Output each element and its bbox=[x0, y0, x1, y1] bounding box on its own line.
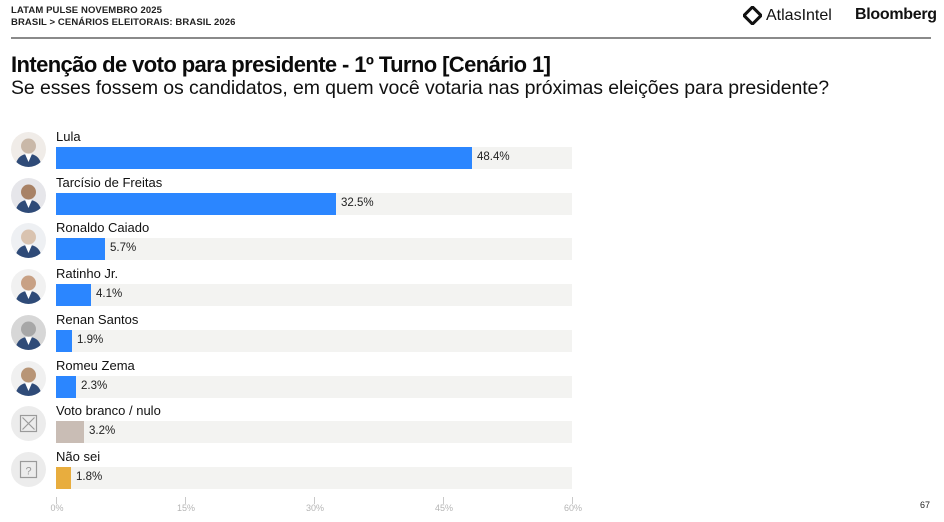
chart-row: Renan Santos 1.9% bbox=[0, 310, 600, 355]
chart-row: Tarcísio de Freitas 32.5% bbox=[0, 173, 600, 218]
bar-fill bbox=[56, 375, 76, 398]
svg-text:?: ? bbox=[25, 465, 31, 477]
chart-row: ? Não sei 1.8% bbox=[0, 447, 600, 492]
bar-track: 1.9% bbox=[56, 329, 572, 352]
candidate-avatar bbox=[11, 132, 46, 167]
axis-tick bbox=[56, 497, 57, 504]
atlasintel-logo: AtlasIntel bbox=[743, 6, 832, 25]
chart-row: Ratinho Jr. 4.1% bbox=[0, 264, 600, 309]
chart-row: Lula 48.4% bbox=[0, 127, 600, 172]
bar-value-label: 3.2% bbox=[89, 425, 116, 438]
atlasintel-diamond-icon bbox=[743, 6, 762, 25]
atlasintel-wordmark: AtlasIntel bbox=[766, 6, 832, 24]
bar-value-label: 48.4% bbox=[477, 151, 510, 163]
bar-fill bbox=[56, 238, 105, 261]
person-photo-icon bbox=[15, 275, 42, 305]
axis-tick bbox=[572, 497, 573, 504]
person-photo-icon bbox=[15, 229, 42, 259]
bar-track: 5.7% bbox=[56, 238, 572, 261]
bar-fill bbox=[56, 147, 472, 169]
breadcrumb: BRASIL > CENÁRIOS ELEITORAIS: BRASIL 202… bbox=[11, 16, 236, 28]
x-axis: 0% 15% 30% 45% 60% bbox=[50, 497, 582, 517]
report-name: LATAM PULSE NOVEMBRO 2025 bbox=[11, 5, 163, 16]
axis-tick-label: 30% bbox=[305, 503, 325, 513]
bar-track: 4.1% bbox=[56, 284, 572, 307]
bar-value-label: 1.9% bbox=[77, 333, 104, 346]
bloomberg-logo: Bloomberg bbox=[855, 6, 937, 23]
chart-row: Ronaldo Caiado 5.7% bbox=[0, 218, 600, 263]
axis-tick bbox=[314, 497, 315, 504]
blank-null-avatar bbox=[11, 406, 46, 442]
bar-fill bbox=[56, 329, 72, 352]
dont-know-avatar: ? bbox=[11, 451, 46, 487]
x-box-icon bbox=[19, 415, 38, 433]
bar-track: 48.4% bbox=[56, 147, 572, 169]
person-photo-icon bbox=[15, 321, 42, 350]
candidate-avatar bbox=[11, 177, 46, 213]
candidate-avatar bbox=[11, 314, 46, 350]
axis-tick bbox=[185, 497, 186, 504]
row-label: Renan Santos bbox=[56, 311, 139, 327]
bar-value-label: 2.3% bbox=[81, 379, 108, 392]
bar-fill bbox=[56, 284, 91, 307]
chart-row: Voto branco / nulo 3.2% bbox=[0, 401, 600, 446]
question-box-icon: ? bbox=[19, 460, 38, 478]
row-label: Ronaldo Caiado bbox=[56, 220, 150, 236]
bar-track: 32.5% bbox=[56, 192, 572, 215]
row-label: Lula bbox=[56, 129, 81, 144]
chart-subtitle: Se esses fossem os candidatos, em quem v… bbox=[11, 77, 830, 99]
bar-track: 3.2% bbox=[56, 421, 572, 444]
person-photo-icon bbox=[15, 184, 42, 213]
candidate-avatar bbox=[11, 269, 46, 305]
axis-tick-label: 0% bbox=[50, 503, 64, 513]
bar-value-label: 4.1% bbox=[96, 288, 123, 301]
axis-tick-label: 60% bbox=[563, 503, 583, 513]
chart-title: Intenção de voto para presidente - 1º Tu… bbox=[11, 52, 551, 77]
candidate-avatar bbox=[11, 360, 46, 396]
page-number: 67 bbox=[920, 500, 931, 510]
person-photo-icon bbox=[15, 367, 42, 396]
row-label: Romeu Zema bbox=[56, 357, 135, 373]
candidate-avatar bbox=[11, 223, 46, 259]
bar-track: 1.8% bbox=[56, 466, 572, 489]
bar-fill bbox=[56, 466, 71, 489]
row-label: Não sei bbox=[56, 448, 101, 464]
row-label: Ratinho Jr. bbox=[56, 266, 119, 282]
bar-fill bbox=[56, 192, 336, 215]
row-label: Tarcísio de Freitas bbox=[56, 174, 163, 190]
bar-track: 2.3% bbox=[56, 375, 572, 398]
axis-tick-label: 45% bbox=[434, 503, 454, 513]
bar-value-label: 5.7% bbox=[110, 242, 137, 255]
header-divider bbox=[11, 37, 931, 39]
axis-tick-label: 15% bbox=[176, 503, 196, 513]
chart-row: Romeu Zema 2.3% bbox=[0, 356, 600, 401]
bar-fill bbox=[56, 421, 84, 444]
bar-value-label: 1.8% bbox=[76, 470, 103, 483]
report-header: LATAM PULSE NOVEMBRO 2025 BRASIL > CENÁR… bbox=[11, 5, 236, 28]
axis-tick bbox=[443, 497, 444, 504]
person-photo-icon bbox=[15, 138, 42, 167]
row-label: Voto branco / nulo bbox=[56, 403, 161, 419]
bar-value-label: 32.5% bbox=[341, 196, 374, 209]
